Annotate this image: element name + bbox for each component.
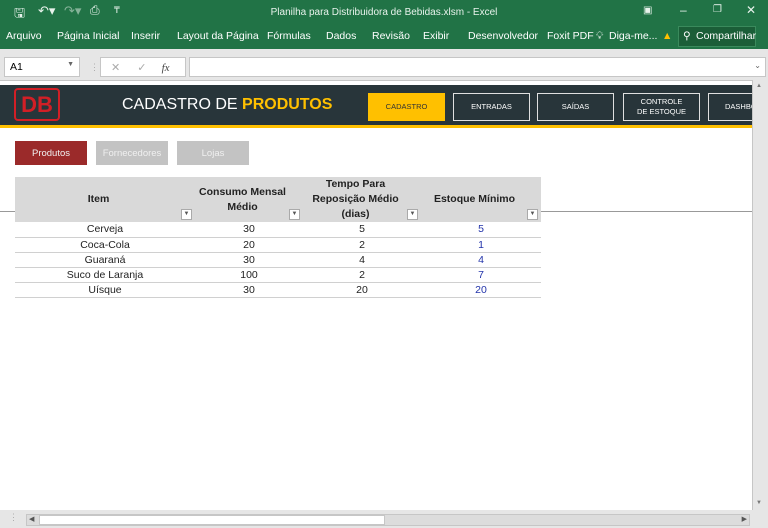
table-cell[interactable]: 5	[421, 222, 541, 238]
formula-input[interactable]: ⌄	[189, 57, 766, 77]
nav-saidas[interactable]: SAÍDAS	[537, 93, 614, 121]
horizontal-scrollbar-area: ⋮ ◀ ▶	[0, 510, 768, 528]
chevron-down-icon[interactable]: ▼	[67, 61, 74, 68]
title-bar: 🖫 ↶▾ ↷▾ ⎙ ₸ Planilha para Distribuidora …	[0, 0, 768, 25]
table-cell[interactable]: 20	[421, 282, 541, 298]
tab-exibir[interactable]: Exibir	[423, 30, 450, 42]
col-header-tempo: Tempo Para Reposição Médio (dias) ▼	[303, 177, 421, 222]
table-cell[interactable]: 100	[195, 267, 303, 283]
nav-dashboard[interactable]: DASHBOARD	[708, 93, 752, 121]
scroll-thumb[interactable]	[39, 515, 385, 525]
table-row: Guaraná 30 4 4	[15, 252, 541, 268]
minimize-button[interactable]: –	[680, 3, 687, 17]
warning-icon[interactable]: ▲	[662, 30, 673, 42]
col-header-item: Item ▼	[15, 177, 195, 222]
tab-revisao[interactable]: Revisão	[372, 30, 410, 42]
tell-me-input[interactable]: Diga-me...	[609, 30, 658, 42]
table-cell[interactable]: 30	[195, 252, 303, 268]
customize-toolbar-icon[interactable]: ₸	[114, 5, 120, 15]
vertical-scrollbar[interactable]: ▲ ▼	[752, 80, 768, 510]
scroll-left-icon[interactable]: ◀	[29, 516, 35, 523]
close-button[interactable]: ✕	[746, 3, 757, 17]
save-icon[interactable]: 🖫	[14, 5, 26, 20]
page-title: CADASTRO DE PRODUTOS	[122, 96, 333, 113]
ribbon-tabs: Arquivo Página Inicial Inserir Layout da…	[0, 25, 768, 49]
table-cell[interactable]: 30	[195, 282, 303, 298]
share-button[interactable]: Compartilhar	[696, 30, 757, 42]
filter-dropdown-icon[interactable]: ▼	[181, 209, 192, 220]
table-cell[interactable]: Suco de Laranja	[15, 267, 195, 283]
filter-dropdown-icon[interactable]: ▼	[527, 209, 538, 220]
subnav-fornecedores[interactable]: Fornecedores	[96, 141, 168, 165]
formula-bar: A1 ▼ ⋮ ✕ ✓ fx ⌄	[0, 49, 768, 80]
person-icon: ⚲	[683, 30, 691, 42]
table-cell[interactable]: Uísque	[15, 282, 195, 298]
expand-icon[interactable]: ⌄	[754, 61, 761, 70]
tab-foxit[interactable]: Foxit PDF	[547, 30, 594, 42]
tab-inserir[interactable]: Inserir	[131, 30, 161, 42]
redo-icon[interactable]: ↷▾	[64, 3, 82, 18]
nav-entradas[interactable]: ENTRADAS	[453, 93, 530, 121]
dashboard-header: DB CADASTRO DE PRODUTOS CADASTRO ENTRADA…	[0, 85, 752, 125]
cancel-icon[interactable]: ✕	[111, 62, 121, 74]
horizontal-scrollbar[interactable]: ◀ ▶	[26, 514, 750, 526]
table-cell[interactable]: Cerveja	[15, 222, 195, 238]
lightbulb-icon: 💡︎	[596, 30, 604, 42]
ribbon-display-icon[interactable]: ▣	[643, 5, 653, 16]
tab-desenvolvedor[interactable]: Desenvolvedor	[468, 30, 539, 42]
table-row: Suco de Laranja 100 2 7	[15, 267, 541, 283]
table-header-row: Item ▼ Consumo Mensal Médio ▼ Tempo Para R…	[15, 177, 541, 222]
table-cell[interactable]: 20	[303, 282, 421, 298]
header-accent-line	[0, 125, 752, 128]
table-row: Uísque 30 20 20	[15, 282, 541, 298]
table-cell[interactable]: 4	[421, 252, 541, 268]
table-cell[interactable]: 1	[421, 237, 541, 253]
scroll-up-icon[interactable]: ▲	[756, 83, 762, 89]
logo: DB	[14, 88, 60, 121]
nav-cadastro[interactable]: CADASTRO	[368, 93, 445, 121]
table-cell[interactable]: Coca-Cola	[15, 237, 195, 253]
scroll-down-icon[interactable]: ▼	[756, 500, 762, 506]
products-table: Item ▼ Consumo Mensal Médio ▼ Tempo Para R…	[15, 177, 541, 298]
window-title: Planilha para Distribuidora de Bebidas.x…	[270, 7, 498, 18]
col-header-consumo: Consumo Mensal Médio ▼	[195, 177, 303, 222]
nav-controle-estoque[interactable]: CONTROLE DE ESTOQUE	[623, 93, 700, 121]
tab-pagina-inicial[interactable]: Página Inicial	[57, 30, 120, 42]
table-cell[interactable]: 7	[421, 267, 541, 283]
name-box[interactable]: A1 ▼	[4, 57, 80, 77]
filter-dropdown-icon[interactable]: ▼	[289, 209, 300, 220]
undo-icon[interactable]: ↶▾	[38, 3, 56, 18]
table-cell[interactable]: Guaraná	[15, 252, 195, 268]
restore-button[interactable]: ❐	[713, 4, 722, 15]
print-preview-icon[interactable]: ⎙	[90, 3, 100, 17]
tab-arquivo[interactable]: Arquivo	[6, 30, 42, 42]
drag-handle-icon[interactable]: ⋮	[9, 512, 18, 522]
table-cell[interactable]: 2	[303, 237, 421, 253]
tab-layout[interactable]: Layout da Página	[177, 30, 259, 42]
col-header-estoque: Estoque Mínimo ▼	[421, 177, 541, 222]
table-cell[interactable]: 30	[195, 222, 303, 238]
subnav-produtos[interactable]: Produtos	[15, 141, 87, 165]
table-cell[interactable]: 5	[303, 222, 421, 238]
tab-formulas[interactable]: Fórmulas	[267, 30, 311, 42]
filter-dropdown-icon[interactable]: ▼	[407, 209, 418, 220]
table-cell[interactable]: 20	[195, 237, 303, 253]
table-cell[interactable]: 4	[303, 252, 421, 268]
insert-function-icon[interactable]: fx	[161, 62, 170, 74]
enter-icon[interactable]: ✓	[137, 62, 147, 74]
table-row: Cerveja 30 5 5	[15, 222, 541, 238]
table-cell[interactable]: 2	[303, 267, 421, 283]
tab-dados[interactable]: Dados	[326, 30, 357, 42]
drag-handle-icon[interactable]: ⋮	[90, 62, 99, 72]
scroll-right-icon[interactable]: ▶	[741, 516, 747, 523]
table-row: Coca-Cola 20 2 1	[15, 237, 541, 253]
worksheet[interactable]: DB CADASTRO DE PRODUTOS CADASTRO ENTRADA…	[0, 80, 752, 510]
subnav-lojas[interactable]: Lojas	[177, 141, 249, 165]
